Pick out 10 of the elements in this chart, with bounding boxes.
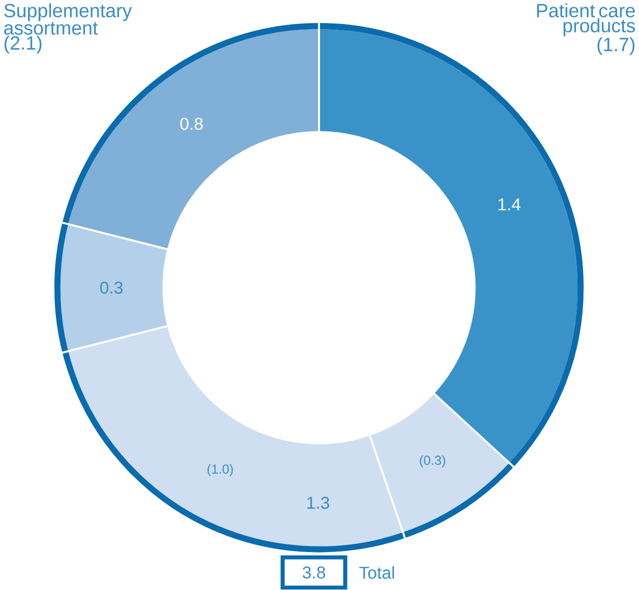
text: 1.3 — [307, 496, 330, 510]
text: Total — [359, 566, 394, 579]
text: Patient care products (1.7) — [537, 3, 635, 56]
data-label: (1.0) — [208, 464, 233, 476]
text: Supplementary assortment (2.1) — [4, 3, 132, 54]
data-label: 0.8 — [180, 118, 203, 130]
data-label: 1.4 — [498, 198, 520, 210]
data-label: (0.3) — [420, 455, 446, 468]
text: 3.8 — [302, 566, 326, 579]
data-label: 0.3 — [100, 282, 123, 294]
